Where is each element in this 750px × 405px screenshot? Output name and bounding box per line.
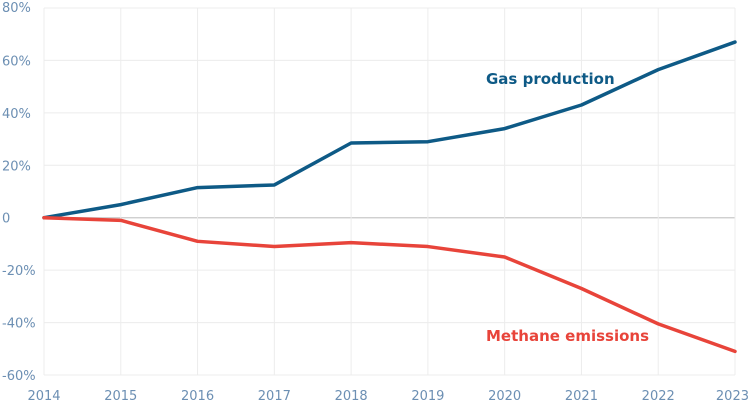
y-tick-label: -60% xyxy=(2,369,36,384)
x-axis-tick-labels: 2014 2015 2016 2017 2018 2019 2020 2021 2022 2023 xyxy=(27,389,749,404)
x-tick-label: 2016 xyxy=(181,389,214,404)
gridlines xyxy=(43,7,736,376)
y-tick-label: 80% xyxy=(2,1,31,16)
series-label-gas-production: Gas production xyxy=(486,70,615,88)
x-tick-label: 2017 xyxy=(258,389,291,404)
x-tick-label: 2023 xyxy=(716,389,749,404)
y-tick-label: 0 xyxy=(2,212,10,227)
series-line-gas-production xyxy=(42,40,737,220)
x-tick-label: 2014 xyxy=(27,389,60,404)
y-tick-label: 20% xyxy=(2,159,31,174)
x-tick-label: 2019 xyxy=(411,389,444,404)
y-tick-label: -20% xyxy=(2,264,36,279)
x-tick-label: 2018 xyxy=(335,389,368,404)
x-tick-label: 2022 xyxy=(642,389,675,404)
series-label-methane-emissions: Methane emissions xyxy=(486,327,649,345)
x-tick-label: 2021 xyxy=(565,389,598,404)
series-line-methane-emissions xyxy=(42,215,737,354)
y-axis-tick-labels: 80% 60% 40% 20% 0 -20% -40% -60% xyxy=(2,1,36,384)
x-tick-label: 2020 xyxy=(488,389,521,404)
y-tick-label: 60% xyxy=(2,54,31,69)
y-tick-label: 40% xyxy=(2,107,31,122)
series-lines xyxy=(42,40,737,354)
y-tick-label: -40% xyxy=(2,317,36,332)
x-tick-label: 2015 xyxy=(104,389,137,404)
